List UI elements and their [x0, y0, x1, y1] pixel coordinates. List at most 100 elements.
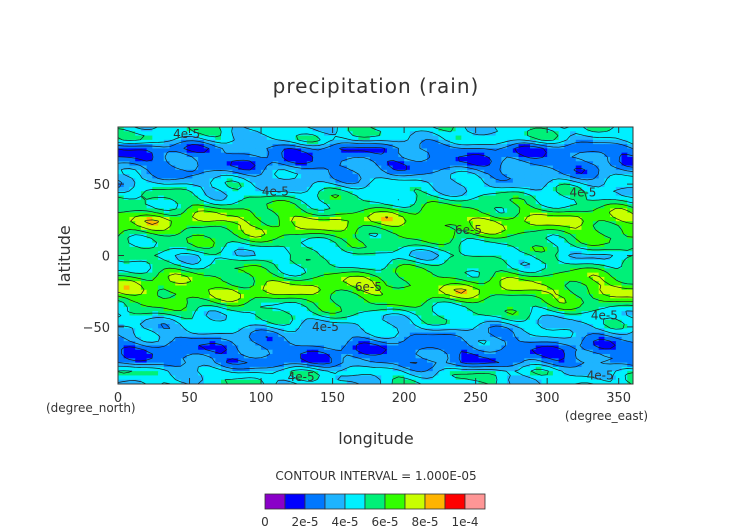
field-cell [421, 268, 428, 274]
field-cell [427, 336, 434, 342]
field-cell [289, 225, 296, 231]
field-cell [295, 289, 302, 295]
field-cell [575, 319, 583, 325]
field-cell [415, 319, 422, 325]
field-cell [415, 199, 422, 205]
field-cell [198, 349, 205, 355]
field-cell [146, 285, 153, 291]
field-cell [495, 225, 502, 231]
field-cell [421, 315, 428, 321]
field-cell [243, 131, 251, 137]
field-cell [507, 285, 514, 291]
field-cell [158, 332, 165, 338]
field-cell [283, 255, 291, 261]
field-cell [255, 169, 262, 175]
field-cell [129, 341, 136, 347]
field-cell [249, 276, 256, 282]
field-cell [283, 186, 291, 192]
field-cell [129, 131, 136, 137]
field-cell [358, 195, 365, 201]
field-cell [140, 298, 148, 304]
field-cell [575, 204, 583, 209]
field-cell [547, 182, 554, 188]
field-cell [312, 264, 319, 269]
field-cell [238, 336, 245, 342]
field-cell [364, 298, 371, 304]
field-cell [381, 199, 388, 205]
field-cell [518, 135, 525, 141]
field-cell [375, 229, 382, 235]
field-cell [175, 221, 182, 227]
field-cell [524, 336, 531, 342]
field-cell [118, 169, 125, 175]
field-cell [146, 332, 153, 338]
field-cell [158, 336, 165, 342]
field-cell [140, 182, 148, 188]
field-cell [432, 191, 440, 197]
field-cell [495, 281, 502, 287]
field-cell [381, 349, 388, 355]
field-cell [129, 225, 136, 231]
field-cell [461, 156, 468, 162]
field-cell [501, 319, 508, 325]
field-cell [444, 135, 451, 141]
field-cell [581, 135, 588, 141]
field-cell [306, 148, 314, 154]
field-cell [472, 276, 480, 282]
field-cell [180, 139, 188, 145]
field-cell [444, 178, 451, 184]
field-cell [444, 127, 451, 132]
field-cell [346, 221, 354, 227]
field-cell [324, 161, 331, 167]
field-cell [535, 131, 543, 137]
field-cell [518, 165, 525, 171]
field-cell [118, 259, 125, 265]
field-cell [461, 281, 468, 287]
field-cell [266, 354, 274, 359]
field-cell [209, 246, 216, 252]
field-cell [501, 349, 508, 355]
field-cell [272, 306, 279, 312]
field-cell [209, 255, 216, 261]
field-cell [449, 221, 457, 227]
field-cell [209, 298, 216, 304]
field-cell [541, 306, 548, 312]
field-cell [621, 191, 628, 197]
field-cell [461, 319, 468, 325]
field-cell [283, 135, 291, 141]
field-cell [192, 319, 199, 325]
field-cell [455, 358, 462, 364]
field-cell [501, 272, 508, 278]
field-cell [604, 186, 611, 192]
field-cell [512, 169, 520, 175]
field-cell [266, 186, 274, 192]
field-cell [535, 238, 543, 244]
field-cell [541, 191, 548, 197]
field-cell [518, 255, 525, 261]
field-cell [558, 238, 565, 244]
field-cell [518, 319, 525, 325]
field-cell [186, 182, 193, 188]
field-cell [163, 336, 171, 342]
field-cell [186, 186, 193, 192]
field-cell [215, 345, 222, 351]
field-cell [524, 148, 531, 154]
field-cell [283, 165, 291, 171]
field-cell [146, 208, 153, 214]
field-cell [140, 354, 148, 359]
field-cell [261, 182, 268, 188]
field-cell [118, 199, 125, 205]
field-cell [564, 169, 571, 175]
field-cell [375, 332, 382, 338]
field-cell [243, 221, 251, 227]
field-cell [158, 195, 165, 201]
field-cell [243, 268, 251, 274]
field-cell [386, 302, 394, 308]
field-cell [547, 216, 554, 222]
field-cell [266, 208, 274, 214]
field-cell [152, 276, 159, 282]
field-cell [186, 319, 193, 325]
field-cell [186, 285, 193, 291]
field-cell [243, 208, 251, 214]
field-cell [158, 281, 165, 287]
